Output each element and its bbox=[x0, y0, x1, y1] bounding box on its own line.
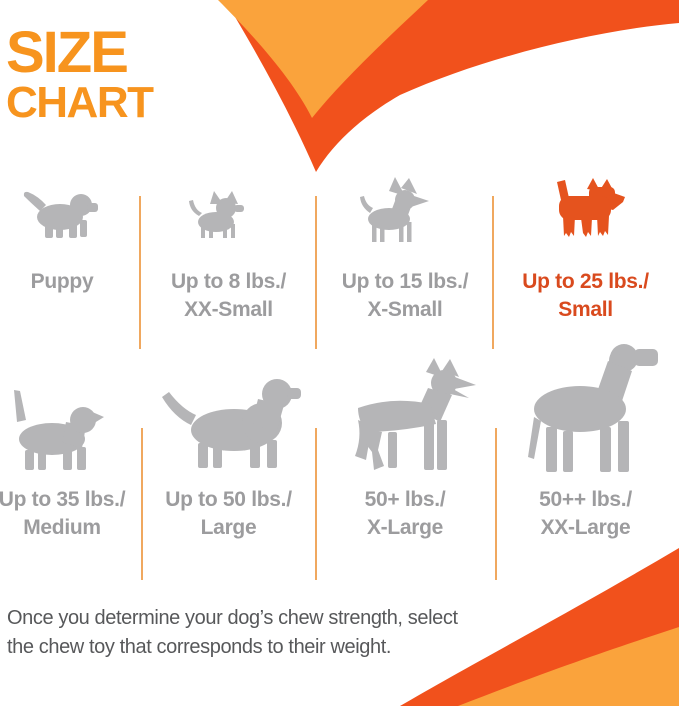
german-shepherd-icon bbox=[355, 358, 476, 470]
size-label-x-large: 50+ lbs./ X-Large bbox=[317, 486, 493, 542]
size-label-puppy: Puppy bbox=[0, 268, 124, 296]
puppy-icon bbox=[23, 191, 98, 238]
column-divider bbox=[139, 196, 141, 349]
labrador-icon bbox=[162, 379, 301, 468]
great-dane-icon bbox=[528, 344, 658, 472]
label-line2: Medium bbox=[23, 516, 101, 539]
bottom-right-swoosh-light bbox=[458, 627, 679, 706]
label-line1: Puppy bbox=[30, 270, 94, 293]
label-line1: Up to 25 lbs./ bbox=[522, 270, 649, 293]
column-divider bbox=[315, 196, 317, 349]
label-line2: XX-Small bbox=[184, 298, 273, 321]
column-divider bbox=[492, 196, 494, 349]
top-right-swoosh-light bbox=[218, 0, 428, 118]
label-line2: X-Large bbox=[366, 516, 444, 539]
size-label-xx-small: Up to 8 lbs./ XX-Small bbox=[141, 268, 316, 324]
label-line2: Small bbox=[558, 298, 613, 321]
instruction-text: Once you determine your dog’s chew stren… bbox=[7, 604, 458, 662]
column-divider bbox=[141, 428, 143, 580]
label-line1: Up to 35 lbs./ bbox=[0, 488, 126, 511]
instruction-line2: the chew toy that corresponds to their w… bbox=[7, 636, 392, 658]
size-label-xx-large: 50++ lbs./ XX-Large bbox=[494, 486, 677, 542]
label-line1: Up to 50 lbs./ bbox=[165, 488, 292, 511]
label-line2: Large bbox=[200, 516, 257, 539]
column-divider bbox=[495, 428, 497, 580]
size-label-medium: Up to 35 lbs./ Medium bbox=[0, 486, 132, 542]
instruction-line1: Once you determine your dog’s chew stren… bbox=[7, 607, 458, 629]
label-line1: Up to 15 lbs./ bbox=[341, 270, 469, 293]
label-line2: XX-Large bbox=[540, 516, 631, 539]
page-title-chart: CHART bbox=[6, 78, 154, 127]
size-label-x-small: Up to 15 lbs./ X-Small bbox=[317, 268, 493, 324]
label-line1: Up to 8 lbs./ bbox=[170, 270, 287, 293]
column-divider bbox=[315, 428, 317, 580]
x-small-dog-icon bbox=[360, 177, 429, 242]
label-line1: 50+ lbs./ bbox=[364, 488, 446, 511]
chihuahua-icon bbox=[189, 191, 244, 238]
page-title-size: SIZE bbox=[6, 20, 129, 85]
label-line2: X-Small bbox=[367, 298, 443, 321]
size-label-small: Up to 25 lbs./ Small bbox=[494, 268, 677, 324]
terrier-icon bbox=[557, 178, 625, 237]
beagle-icon bbox=[14, 390, 104, 470]
label-line1: 50++ lbs./ bbox=[539, 488, 632, 511]
size-label-large: Up to 50 lbs./ Large bbox=[141, 486, 316, 542]
